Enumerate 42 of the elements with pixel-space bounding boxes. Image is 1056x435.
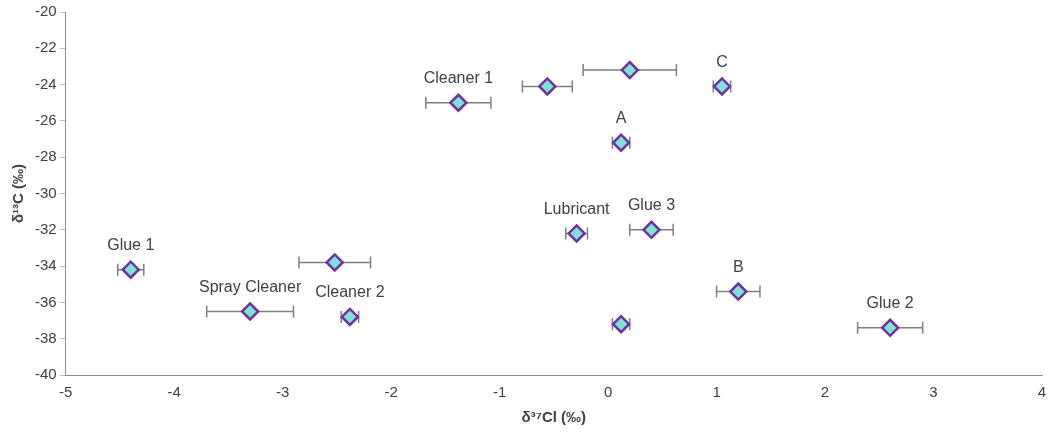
x-tick-label: 3 (929, 383, 938, 401)
point (642, 220, 661, 240)
annotation: Cleaner 1 (423, 69, 494, 87)
point (449, 93, 468, 112)
annotation: Cleaner 2 (315, 283, 385, 301)
x-tick-label: 2 (820, 383, 830, 401)
point (620, 60, 640, 80)
point (121, 260, 141, 279)
point (880, 318, 900, 338)
y-tick-label: -24 (34, 74, 57, 92)
x-tick-label: 4 (1037, 383, 1047, 401)
y-tick-label: -30 (34, 183, 57, 201)
y-tick-label: -26 (34, 111, 57, 129)
y-axis-title: δ¹³C (‰) (9, 163, 27, 224)
x-tick-label: 0 (603, 383, 613, 401)
y-tick-label: -40 (34, 365, 57, 383)
y-tick-label: -38 (34, 328, 57, 346)
annotation: Spray Cleaner (198, 277, 302, 295)
x-tick-label: 1 (712, 383, 721, 401)
x-tick-label: -1 (492, 383, 507, 401)
y-tick-label: -20 (34, 2, 57, 20)
annotation: Lubricant (543, 199, 611, 217)
y-tick-label: -28 (34, 147, 57, 165)
y-tick-label: -34 (34, 256, 57, 274)
x-tick-label: -4 (167, 383, 181, 401)
point (538, 77, 557, 96)
point (729, 282, 748, 301)
y-tick-label: -32 (34, 219, 57, 237)
y-tick-label: -22 (34, 38, 57, 56)
annotation: Glue 3 (627, 196, 676, 214)
annotation: Glue 2 (866, 294, 914, 312)
annotation: B (732, 257, 744, 275)
y-tick-label: -36 (34, 292, 57, 310)
point (240, 302, 260, 321)
annotation: C (716, 52, 728, 70)
point (325, 253, 344, 272)
x-tick-label: -5 (59, 383, 73, 401)
x-axis-title: δ³⁷Cl (‰) (521, 408, 587, 426)
annotation: A (615, 109, 627, 127)
annotation: Glue 1 (107, 236, 155, 254)
x-tick-label: -2 (384, 383, 398, 401)
x-tick-label: -3 (275, 383, 290, 401)
